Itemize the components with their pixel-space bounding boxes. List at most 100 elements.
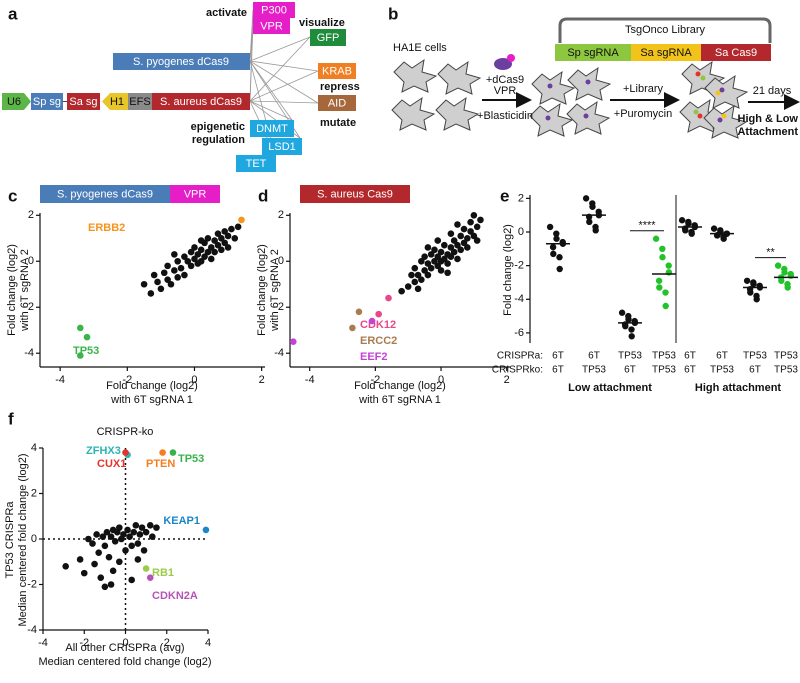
point (202, 526, 210, 534)
y-tick-label: -4 (274, 347, 284, 359)
point (76, 352, 84, 359)
construct-label: Sp sg (33, 96, 61, 108)
point (174, 274, 181, 281)
point (427, 251, 435, 258)
point (211, 248, 218, 256)
category-label: mutate (320, 117, 356, 129)
group-label: 6T (588, 351, 600, 362)
point (747, 289, 754, 296)
point (105, 553, 113, 561)
step-label: +Library (623, 83, 664, 95)
point (470, 211, 478, 219)
point (589, 203, 596, 210)
point (126, 533, 133, 541)
panel-letter: b (388, 4, 398, 23)
point (781, 269, 788, 276)
group-label: TP53 (710, 365, 734, 376)
point (136, 531, 144, 538)
point (197, 237, 205, 244)
point (662, 302, 669, 310)
point (444, 269, 451, 277)
construct-label: Sa sg (69, 96, 97, 108)
point (375, 310, 382, 318)
construct-box (128, 93, 152, 110)
point (214, 241, 222, 249)
point (130, 528, 138, 536)
point (171, 251, 178, 258)
y-axis-label: with 6T sgRNA 2 (19, 249, 31, 332)
point (550, 250, 557, 258)
point (447, 230, 455, 237)
group-label: 6T (684, 351, 696, 362)
point (434, 253, 442, 260)
effector-label: KRAB (322, 65, 352, 77)
x-tick-label: 4 (205, 637, 211, 649)
point (424, 271, 432, 279)
point (218, 234, 225, 242)
category-label: visualize (299, 17, 345, 29)
point (368, 317, 376, 325)
point (457, 246, 465, 254)
point (154, 278, 161, 286)
point (95, 549, 102, 556)
point (414, 285, 422, 293)
point (682, 227, 689, 234)
library-part-label: Sa Cas9 (715, 47, 757, 59)
group-label: TP53 (774, 351, 798, 362)
cells-label: HA1E cells (393, 42, 447, 54)
point (221, 239, 229, 247)
header-box (300, 185, 410, 203)
point (147, 290, 155, 297)
point (174, 257, 181, 265)
point (80, 569, 88, 577)
point (421, 267, 428, 274)
point (470, 232, 478, 240)
point (408, 271, 415, 279)
point (128, 576, 135, 584)
point (437, 267, 445, 274)
point (437, 248, 445, 256)
effector-box (253, 18, 290, 34)
connector-lines (249, 9, 319, 156)
point (549, 243, 557, 251)
point (618, 309, 626, 316)
effector-box (236, 155, 276, 172)
panel-letter: c (8, 186, 17, 205)
protein-box (152, 93, 250, 110)
step-label: +Puromycin (614, 108, 672, 120)
point (134, 540, 142, 547)
chart-title: CRISPR-ko (97, 426, 154, 438)
dcas9-icon (494, 54, 515, 70)
point (221, 228, 229, 235)
point (111, 537, 119, 545)
point-label: ERCC2 (360, 335, 397, 347)
point (122, 547, 129, 554)
x-tick-label: 2 (259, 374, 265, 386)
point (164, 262, 171, 270)
point (710, 225, 718, 232)
panel-letter: d (258, 186, 268, 205)
point (431, 246, 438, 254)
point (207, 244, 215, 251)
significance-label: ** (766, 247, 775, 259)
point-label: ERBB2 (88, 222, 125, 234)
group-label: TP53 (774, 365, 798, 376)
point (211, 237, 218, 244)
row-label: CRISPRko: (492, 365, 543, 376)
x-tick-label: -2 (79, 637, 89, 649)
point (659, 254, 666, 261)
point (434, 237, 442, 244)
point (187, 248, 195, 256)
point (149, 533, 156, 541)
y-tick-label: 2 (31, 487, 37, 499)
point (450, 248, 458, 256)
point (140, 547, 148, 554)
point (228, 225, 235, 233)
x-axis-label: All other CRISPRa (avg) (65, 642, 184, 654)
effector-box (318, 95, 356, 111)
header-box (170, 185, 220, 203)
point (99, 533, 107, 541)
panel-letter: e (500, 186, 509, 205)
library-title: TsgOnco Library (625, 24, 706, 36)
